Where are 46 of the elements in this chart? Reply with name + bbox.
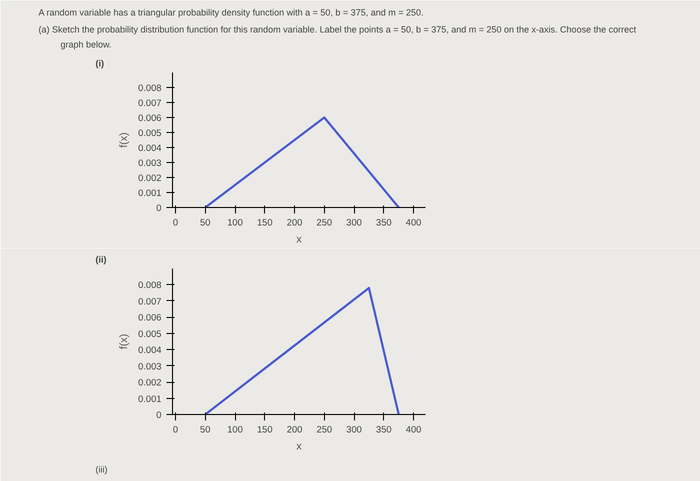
x-tick-label: 100 [227, 218, 243, 228]
y-tick-label: 0.008 [138, 83, 162, 93]
x-axis-title: x [296, 234, 302, 246]
x-tick-label: 350 [376, 424, 392, 434]
chart-title: (ii) [96, 254, 106, 264]
y-tick-label: 0.001 [138, 188, 162, 198]
x-tick-label: 50 [200, 424, 210, 434]
y-tick-label: 0.002 [138, 173, 162, 183]
x-tick-label: 400 [406, 218, 422, 228]
x-tick-label: 250 [316, 424, 332, 434]
y-tick-label: 0.008 [138, 280, 162, 290]
y-tick-label: 0.005 [138, 128, 162, 138]
x-tick-label: 400 [406, 424, 422, 434]
y-tick-label: 0.003 [138, 361, 162, 372]
y-axis-title: f(x) [118, 334, 130, 350]
text: (a) Sketch the probability distribution function for this random variable. Label the points a = 50, b = 375, and m = 250 on the x-axis. Choose the correct [38, 24, 637, 34]
x-tick-label: 300 [346, 424, 362, 434]
text: (iii) [96, 464, 108, 474]
y-tick-label: 0.006 [138, 113, 162, 123]
x-tick-label: 150 [256, 424, 273, 434]
y-tick-label: 0 [156, 410, 162, 420]
x-tick-label: 0 [172, 424, 178, 434]
x-tick-label: 0 [172, 218, 178, 228]
x-tick-label: 250 [316, 218, 332, 228]
y-tick-label: 0.004 [138, 345, 162, 356]
y-tick-label: 0.002 [138, 378, 162, 388]
text: (i) [96, 58, 104, 68]
text: A random variable has a triangular probability density function with a = 50, b = 375, and m = 250. [38, 8, 424, 18]
x-tick-label: 300 [346, 218, 362, 228]
y-tick-label: 0.001 [138, 394, 162, 404]
y-tick-label: 0.005 [138, 328, 162, 339]
text: graph below. [60, 40, 112, 50]
y-tick-label: 0.007 [138, 98, 162, 108]
y-tick-label: 0.006 [138, 312, 162, 323]
x-tick-label: 100 [227, 424, 243, 434]
x-tick-label: 350 [376, 218, 392, 228]
x-tick-label: 200 [286, 424, 302, 434]
x-tick-label: 200 [286, 218, 302, 228]
x-tick-label: 150 [256, 218, 273, 228]
x-tick-label: 50 [200, 218, 210, 228]
y-tick-label: 0 [156, 203, 162, 213]
y-tick-label: 0.007 [138, 296, 162, 306]
y-tick-label: 0.004 [138, 143, 162, 153]
y-axis-title: f(x) [118, 132, 130, 148]
y-tick-label: 0.003 [138, 158, 162, 168]
x-axis-title: x [296, 440, 302, 452]
